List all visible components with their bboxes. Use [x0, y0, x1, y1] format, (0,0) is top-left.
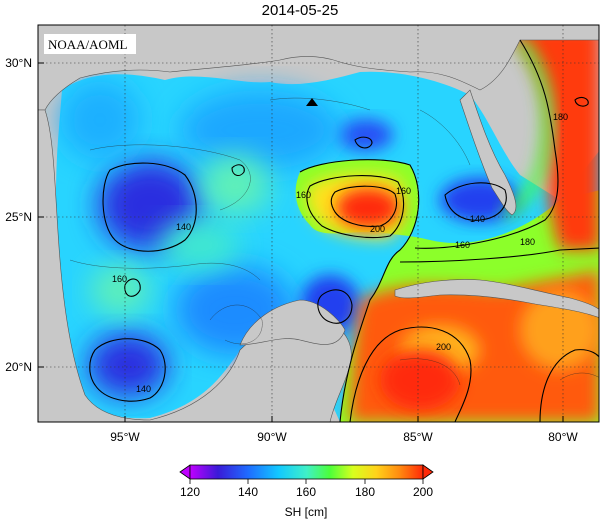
contour-label: 180 [553, 112, 568, 122]
lat-label-20n: 20°N [5, 360, 32, 374]
contour-label: 160 [396, 186, 411, 196]
map-frame [37, 24, 600, 423]
station-triangle-icon [306, 98, 318, 106]
colorbar-tick: 120 [180, 485, 200, 499]
credit-text: NOAA/AOML [48, 37, 128, 52]
colorbar: 120 140 160 180 200 SH [cm] [179, 464, 434, 519]
contour-label: 160 [455, 240, 470, 250]
contour-lines [89, 39, 599, 422]
contour-label: 140 [470, 214, 485, 224]
colorbar-tick: 200 [413, 485, 433, 499]
lon-label-80w: 80°W [548, 430, 578, 444]
lon-label-85w: 85°W [403, 430, 433, 444]
credit-box: NOAA/AOML [44, 34, 136, 54]
lat-label-30n: 30°N [5, 56, 32, 70]
lat-label-25n: 25°N [5, 210, 32, 224]
map-panel: 140 160 160 180 160 200 140 160 180 200 … [38, 25, 599, 422]
colorbar-gradient [189, 464, 424, 480]
map-title: 2014-05-25 [261, 2, 339, 19]
lon-label-95w: 95°W [110, 430, 140, 444]
colorbar-label: SH [cm] [285, 505, 328, 519]
axis-ticks [38, 62, 564, 422]
contour-label: 200 [370, 224, 385, 234]
contour-label: 140 [176, 222, 191, 232]
colorbar-tick: 140 [238, 485, 258, 499]
contour-label: 160 [296, 190, 311, 200]
graticule [38, 25, 599, 422]
contour-label: 200 [436, 342, 451, 352]
lon-label-90w: 90°W [257, 430, 287, 444]
colorbar-tick: 180 [355, 485, 375, 499]
contour-label: 180 [520, 237, 535, 247]
contour-label: 140 [136, 384, 151, 394]
colorbar-tick: 160 [296, 485, 316, 499]
contour-label-group: 140 160 160 180 160 200 140 160 180 200 … [112, 112, 568, 394]
contour-label: 160 [112, 274, 127, 284]
colorbar-max-arrow [422, 464, 434, 480]
colorbar-min-arrow [179, 464, 191, 480]
